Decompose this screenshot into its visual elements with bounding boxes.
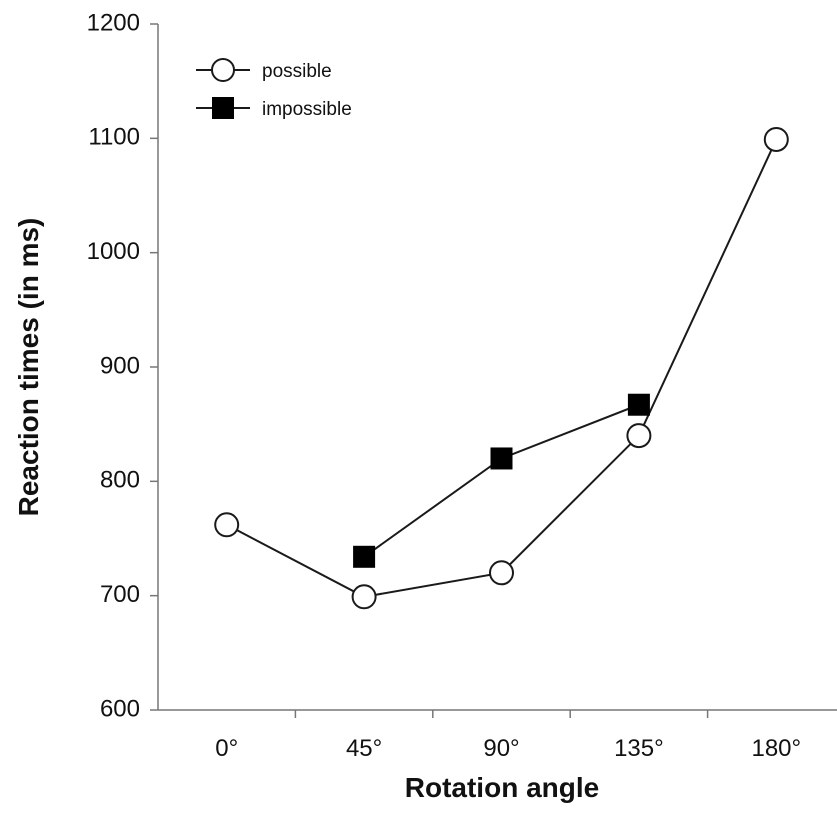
legend-label-impossible: impossible <box>262 99 352 120</box>
data-point-possible <box>351 584 377 610</box>
legend-label-possible: possible <box>262 61 332 82</box>
y-axis-title: Reaction times (in ms) <box>13 218 44 517</box>
legend-item-possible: possible <box>196 58 332 82</box>
x-tick-label: 90° <box>483 735 519 762</box>
x-tick-label: 45° <box>346 735 382 762</box>
data-point-impossible <box>353 545 376 568</box>
data-point-possible <box>626 423 652 449</box>
y-tick-label: 800 <box>100 467 140 494</box>
legend-item-impossible: impossible <box>196 97 352 120</box>
y-tick-label: 900 <box>100 352 140 379</box>
x-tick-label: 180° <box>751 735 801 762</box>
series-line-impossible <box>363 403 640 558</box>
data-point-impossible <box>627 393 650 416</box>
series-lines <box>226 139 778 598</box>
series-line-possible <box>226 139 778 598</box>
data-point-possible <box>489 560 514 586</box>
x-axis-title: Rotation angle <box>405 772 599 803</box>
legend-marker-impossible <box>212 97 234 119</box>
x-tick-label: 135° <box>614 735 664 762</box>
x-tick-label: 0° <box>215 735 238 762</box>
legend-marker-possible <box>211 58 235 82</box>
y-tick-label: 1100 <box>88 124 140 151</box>
tick-marks <box>150 23 709 718</box>
data-point-possible <box>763 126 789 152</box>
legend: possible impossible <box>196 58 352 120</box>
data-point-possible <box>214 512 240 538</box>
y-tick-label: 1200 <box>87 9 140 36</box>
axes <box>157 24 837 711</box>
series-markers <box>214 126 789 610</box>
tick-labels: 600 700 800 900 1000 1100 1200 0° 45° 90° 135° 180° <box>87 9 802 762</box>
y-tick-label: 700 <box>100 581 140 608</box>
y-tick-label: 600 <box>100 695 140 722</box>
data-point-impossible <box>490 447 513 470</box>
y-tick-label: 1000 <box>87 238 140 265</box>
